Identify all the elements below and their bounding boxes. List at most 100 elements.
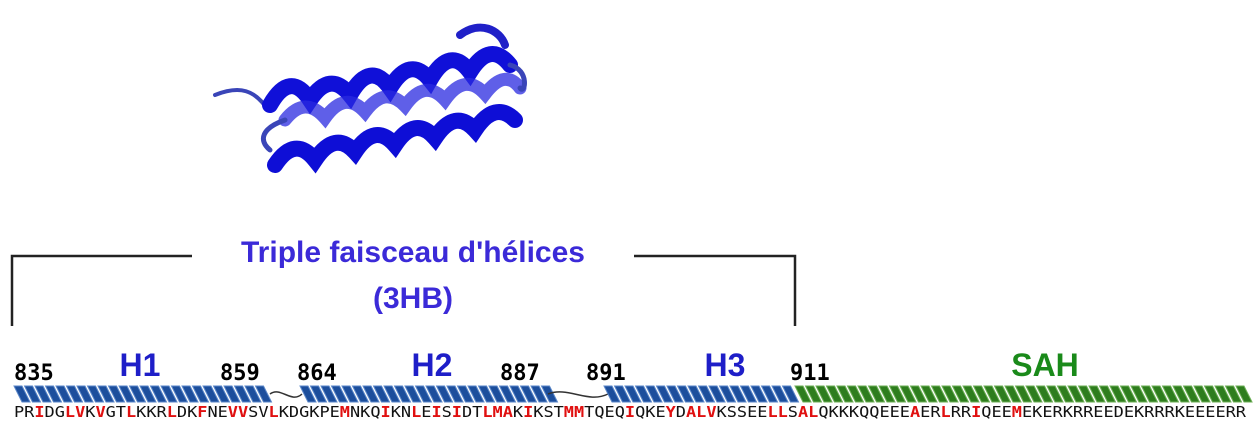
helix-turn — [1172, 385, 1190, 403]
helix-turn — [1214, 385, 1232, 403]
helix-turn — [867, 385, 886, 403]
residue: QKKKQQEEE — [818, 403, 910, 421]
residue: KKR — [136, 403, 168, 421]
helix-turn — [128, 385, 147, 403]
helix-turn — [1025, 385, 1043, 403]
helix-turn — [718, 385, 737, 403]
position: 911 — [790, 361, 830, 386]
residue: DK — [177, 403, 197, 421]
helix-turn — [212, 385, 231, 403]
residue: Y — [666, 403, 676, 421]
helix-turn — [878, 385, 896, 403]
residue: ER — [920, 403, 941, 421]
helix-turn — [666, 385, 684, 403]
helix-turn — [857, 385, 875, 403]
helix-turn — [97, 385, 115, 403]
residue: E — [421, 403, 431, 421]
helix-turn — [467, 385, 485, 403]
residue: LV — [65, 403, 85, 421]
helix-turn — [846, 385, 865, 403]
helix-turn — [1224, 385, 1243, 403]
residue: SV — [248, 403, 268, 421]
residue: L — [126, 403, 136, 421]
residue: F — [197, 403, 207, 421]
helix-turn — [624, 385, 642, 403]
helix-turn — [393, 385, 412, 403]
residue: NKQ — [350, 403, 381, 421]
bracket — [10, 254, 797, 326]
residue: KDGKPE — [279, 403, 340, 421]
helix-turn — [920, 385, 938, 403]
residue: KST — [533, 403, 564, 421]
helix-turn — [634, 385, 653, 403]
helix-turn — [645, 385, 663, 403]
helix-turn — [1098, 385, 1117, 403]
helix-turn — [244, 385, 262, 403]
helix-turn — [330, 385, 349, 403]
helix-turn — [223, 385, 241, 403]
helix-turn — [1203, 385, 1222, 403]
residue: I — [431, 403, 441, 421]
helix-turn — [888, 385, 907, 403]
residue: I — [381, 403, 391, 421]
residue: I — [971, 403, 981, 421]
helix-label: H3 — [705, 347, 746, 383]
helix-turn — [118, 385, 136, 403]
residue: L — [941, 403, 951, 421]
residue: D — [676, 403, 686, 421]
residue: I — [452, 403, 462, 421]
helix-turn — [771, 385, 789, 403]
residue: DT — [462, 403, 482, 421]
residue: QEE — [981, 403, 1012, 421]
helix-turn — [1119, 385, 1138, 403]
helix-turn — [1088, 385, 1106, 403]
helix-turn — [613, 385, 632, 403]
helix-ribbon — [603, 385, 800, 403]
helix-turn — [930, 385, 949, 403]
helix-turn — [509, 385, 527, 403]
helix-turn — [1161, 385, 1180, 403]
residue: RR — [951, 403, 972, 421]
helix-turn — [404, 385, 422, 403]
helix-turn — [836, 385, 854, 403]
residue: GT — [106, 403, 126, 421]
helix-turn — [655, 385, 674, 403]
helix-turn — [149, 385, 168, 403]
residue: I — [34, 403, 44, 421]
helix-turn — [825, 385, 844, 403]
helix-turn — [1056, 385, 1075, 403]
loop — [269, 391, 303, 398]
helix-turn — [1046, 385, 1064, 403]
residue: K — [513, 403, 523, 421]
position: 864 — [297, 361, 337, 386]
helix-turn — [362, 385, 380, 403]
helix-turn — [1004, 385, 1022, 403]
helix-turn — [687, 385, 705, 403]
helix-turn — [1109, 385, 1127, 403]
helix-turn — [425, 385, 443, 403]
residue: VV — [228, 403, 248, 421]
helix-turn — [794, 385, 812, 403]
helix-turn — [909, 385, 928, 403]
helix-turn — [435, 385, 454, 403]
loop — [547, 391, 609, 398]
helix-turn — [750, 385, 768, 403]
helix-turn — [55, 385, 73, 403]
helix-turn — [993, 385, 1012, 403]
helix-turn — [456, 385, 475, 403]
residue: LL — [767, 403, 787, 421]
helix-turn — [804, 385, 823, 403]
helix-turn — [1151, 385, 1169, 403]
residue: LMA — [482, 403, 513, 421]
helix-turn — [13, 385, 31, 403]
helix-turn — [341, 385, 359, 403]
helix-turn — [760, 385, 779, 403]
helix-turn — [160, 385, 178, 403]
helix-turn — [951, 385, 970, 403]
helix-ribbon — [13, 385, 273, 403]
residue: I — [625, 403, 635, 421]
helix-turn — [86, 385, 105, 403]
helix-turn — [899, 385, 917, 403]
helix-turn — [815, 385, 833, 403]
